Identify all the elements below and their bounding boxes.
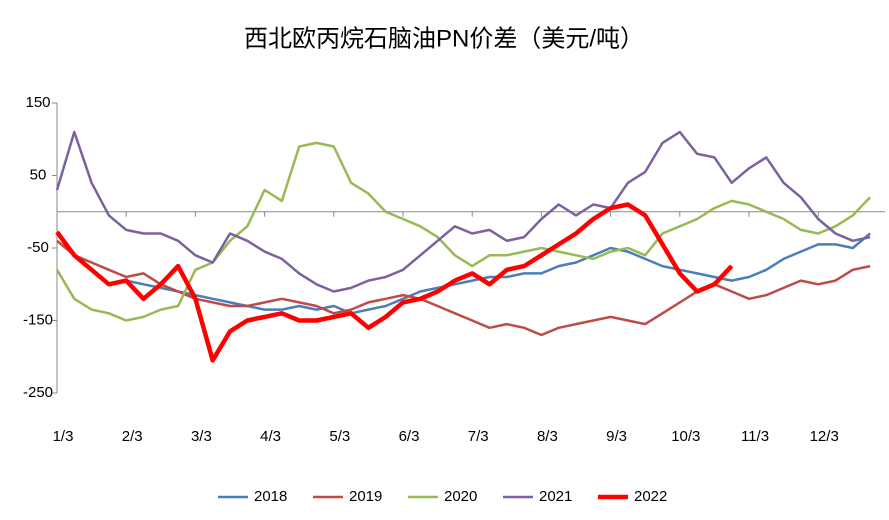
legend-label: 2019 [349, 488, 382, 505]
x-tick-label: 2/3 [122, 428, 143, 445]
x-tick-label: 12/3 [810, 428, 839, 445]
series-line [55, 202, 734, 363]
x-tick-label: 9/3 [606, 428, 627, 445]
x-tick-label: 1/3 [53, 428, 74, 445]
series-line [125, 232, 871, 315]
y-tick-label: -50 [27, 239, 49, 256]
y-tick-label: 50 [30, 166, 47, 183]
y-tick-label: -150 [23, 311, 53, 328]
x-tick-label: 8/3 [537, 428, 558, 445]
legend-label: 2021 [539, 488, 572, 505]
series-line [56, 239, 871, 337]
series-line [55, 141, 872, 322]
y-tick-label: 150 [25, 94, 50, 111]
x-tick-label: 6/3 [399, 428, 420, 445]
x-tick-label: 7/3 [468, 428, 489, 445]
chart-title: 西北欧丙烷石脑油PN价差（美元/吨） [244, 25, 644, 52]
x-tick-label: 5/3 [329, 428, 350, 445]
legend-label: 2018 [254, 488, 287, 505]
legend-label: 2020 [444, 488, 477, 505]
x-tick-label: 3/3 [191, 428, 212, 445]
series-line [55, 130, 871, 293]
y-tick-label: -250 [23, 384, 53, 401]
legend-label: 2022 [634, 488, 667, 505]
x-tick-label: 11/3 [741, 428, 769, 445]
x-tick-label: 4/3 [260, 428, 281, 445]
x-tick-label: 10/3 [671, 428, 700, 445]
